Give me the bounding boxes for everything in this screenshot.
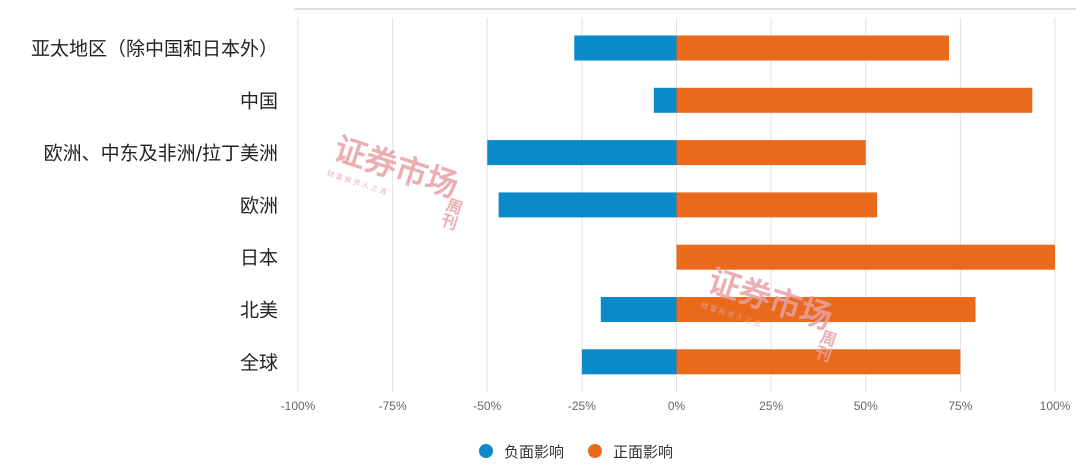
bar-positive <box>676 349 961 375</box>
legend-marker-positive <box>588 444 602 458</box>
bar-negative <box>653 87 677 113</box>
legend-label-negative: 负面影响 <box>504 443 564 461</box>
x-tick-label: 75% <box>948 399 972 413</box>
category-label: 全球 <box>240 352 278 374</box>
bar-negative <box>487 140 677 166</box>
x-tick-label: -25% <box>568 399 596 413</box>
bar-positive <box>676 87 1033 113</box>
bar-negative <box>574 35 677 61</box>
category-label: 北美 <box>240 300 278 322</box>
x-tick-label: 50% <box>854 399 878 413</box>
x-tick-label: 100% <box>1040 399 1071 413</box>
bar-positive <box>676 140 866 166</box>
bar-positive <box>676 297 976 322</box>
x-tick-label: -75% <box>379 399 407 413</box>
legend-marker-negative <box>479 444 493 458</box>
x-tick-label: -50% <box>473 399 501 413</box>
legend: 负面影响 正面影响 <box>479 443 673 461</box>
bar-negative <box>581 349 677 375</box>
bar-positive <box>676 35 950 61</box>
category-label: 日本 <box>240 247 278 269</box>
x-tick-labels: -100% -75% -50% -25% 0% 25% 50% 75% 100% <box>281 399 1071 413</box>
bars <box>487 35 1055 375</box>
watermark-1: 证券市场 周刊 财 富 投 资 人 之 选 <box>326 129 465 232</box>
legend-label-positive: 正面影响 <box>613 443 673 461</box>
category-label: 中国 <box>240 90 278 112</box>
category-label: 亚太地区（除中国和日本外） <box>31 38 278 60</box>
watermark-title: 证券市场 <box>704 261 837 337</box>
bar-negative <box>498 192 677 218</box>
watermark-title: 证券市场 <box>330 129 463 205</box>
category-label: 欧洲、中东及非洲/拉丁美洲 <box>44 143 278 165</box>
x-tick-label: -100% <box>281 399 316 413</box>
bar-positive <box>676 244 1055 270</box>
bar-positive <box>676 192 878 218</box>
category-label: 欧洲 <box>240 195 278 217</box>
x-tick-label: 0% <box>668 399 686 413</box>
bar-negative <box>600 297 677 322</box>
watermark-2: 证券市场 周刊 财 富 投 资 人 之 选 <box>700 261 839 364</box>
x-tick-label: 25% <box>759 399 783 413</box>
